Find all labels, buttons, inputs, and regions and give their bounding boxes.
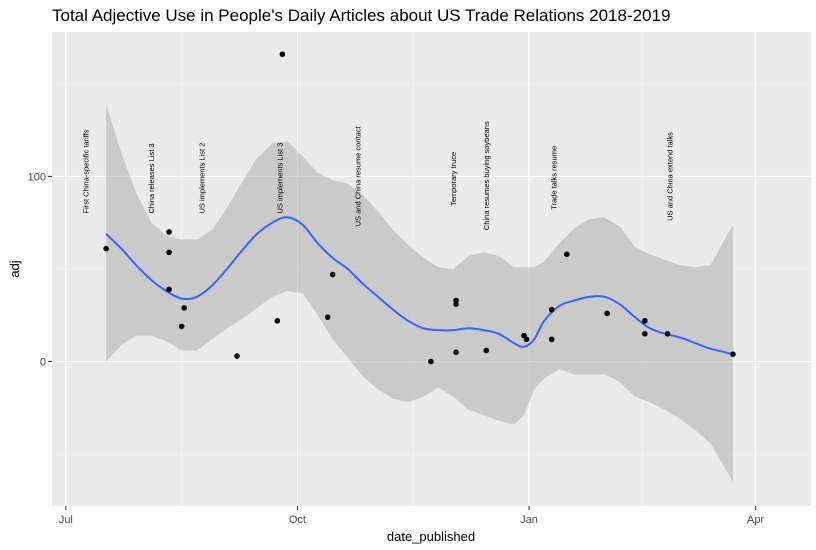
data-point xyxy=(279,51,286,58)
event-annotations: First China-specific tariffs China releas… xyxy=(82,121,675,230)
x-tick-label: Oct xyxy=(289,514,306,526)
data-point xyxy=(166,286,172,293)
data-point xyxy=(274,318,281,324)
data-point xyxy=(329,271,336,278)
smooth-trend-line xyxy=(105,216,734,356)
axes: 0 100 Jul Oct Jan Apr xyxy=(28,171,765,526)
event-annotation: China releases List 3 xyxy=(147,143,156,213)
x-tick-label: Jul xyxy=(59,514,73,526)
confidence-band-layer xyxy=(106,104,734,482)
data-point xyxy=(483,347,490,354)
event-annotation: US and China resume contact xyxy=(353,125,362,226)
data-point xyxy=(548,306,555,313)
event-annotation: US and China extend talks xyxy=(666,132,675,221)
data-point xyxy=(103,245,109,252)
event-annotation: First China-specific tariffs xyxy=(82,129,91,213)
event-annotation: Trade talks resume xyxy=(550,146,559,210)
event-annotation: China resumes buying soybeans xyxy=(482,121,491,230)
data-point xyxy=(166,249,172,256)
data-point xyxy=(166,229,172,235)
data-point xyxy=(548,336,555,343)
data-point xyxy=(428,358,434,365)
y-tick-label: 0 xyxy=(40,357,46,369)
y-tick-label: 100 xyxy=(28,171,46,183)
data-point xyxy=(664,331,671,337)
x-tick-label: Jan xyxy=(520,514,538,526)
data-point xyxy=(642,318,648,324)
data-point xyxy=(730,351,736,357)
chart-title: Total Adjective Use in People's Daily Ar… xyxy=(52,6,671,25)
data-point xyxy=(453,349,459,356)
x-axis-title: date_published xyxy=(387,529,475,544)
data-point xyxy=(523,336,530,343)
minor-gridlines xyxy=(52,32,811,506)
data-point xyxy=(181,305,187,311)
data-point xyxy=(234,353,240,359)
data-point xyxy=(604,310,610,317)
smooth-line-layer xyxy=(105,216,734,356)
data-points xyxy=(103,51,736,365)
data-point xyxy=(324,314,331,320)
x-tick-label: Apr xyxy=(747,514,764,526)
data-point xyxy=(178,323,185,330)
confidence-band xyxy=(106,104,734,482)
data-point xyxy=(564,251,570,257)
event-annotation: US implements List 3 xyxy=(275,143,284,214)
event-annotation: Temporary truce xyxy=(449,152,458,206)
y-axis-title: adj xyxy=(7,260,22,277)
event-annotation: US implements List 2 xyxy=(197,143,206,214)
data-point xyxy=(453,301,459,307)
data-point xyxy=(642,331,648,337)
